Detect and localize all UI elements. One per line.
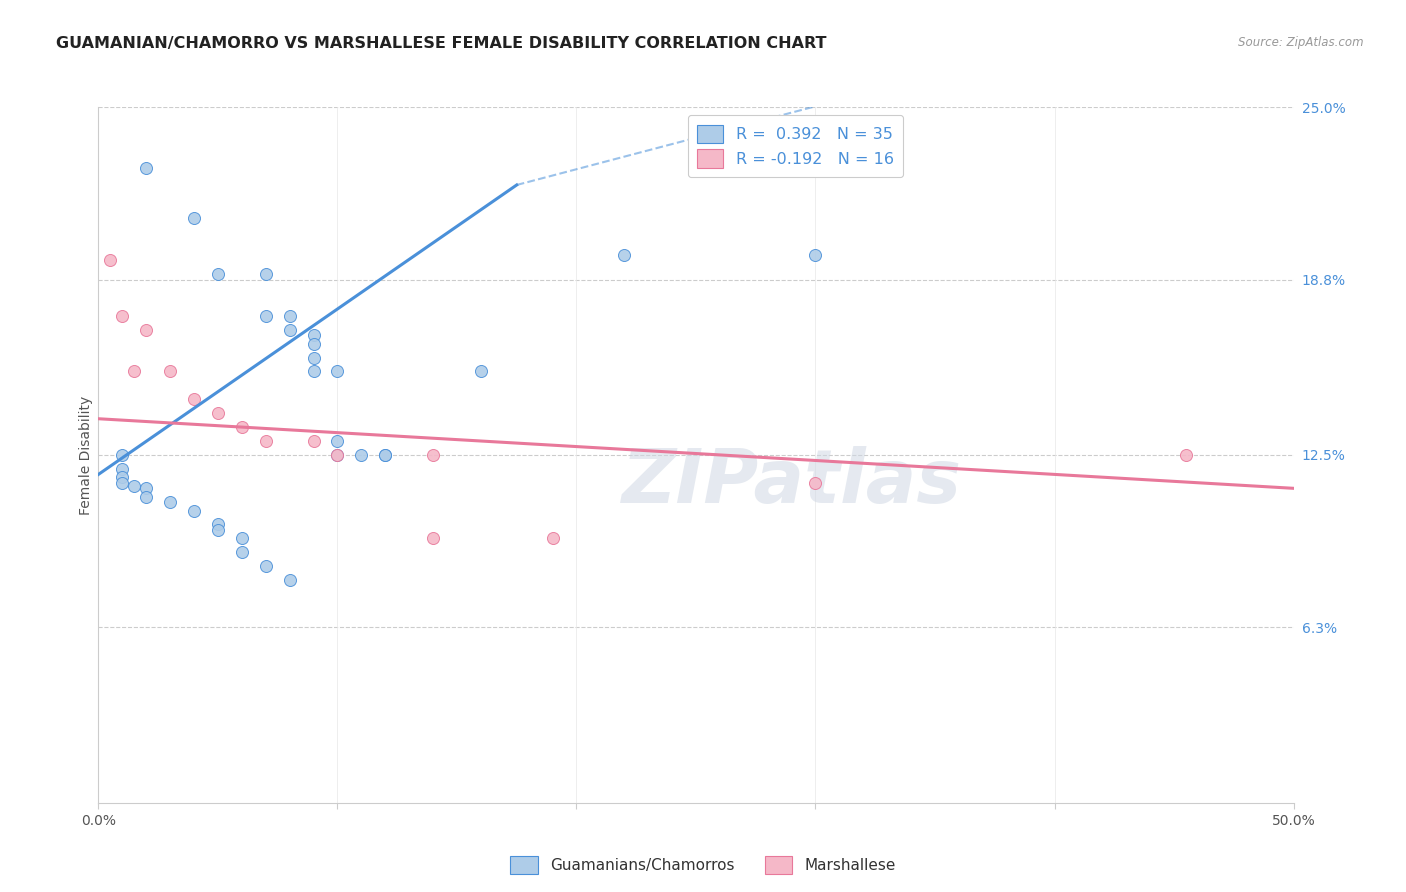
Point [207,267,229,281]
Point [207,517,229,532]
Point [124,364,146,378]
Text: ZIPatlas: ZIPatlas [621,446,962,519]
Point [302,351,325,365]
Point [98,253,122,268]
Legend: R =  0.392   N = 35, R = -0.192   N = 16: R = 0.392 N = 35, R = -0.192 N = 16 [688,115,903,178]
Point [374,448,396,462]
Point [278,573,301,587]
Point [159,495,181,509]
Point [302,434,325,448]
Y-axis label: Female Disability: Female Disability [79,395,93,515]
Point [302,364,325,378]
Point [804,475,827,490]
Point [231,532,253,546]
Text: Source: ZipAtlas.com: Source: ZipAtlas.com [1239,36,1364,49]
Point [124,478,146,492]
Point [207,523,229,537]
Point [111,475,134,490]
Point [374,448,396,462]
Point [111,462,134,476]
Text: GUAMANIAN/CHAMORRO VS MARSHALLESE FEMALE DISABILITY CORRELATION CHART: GUAMANIAN/CHAMORRO VS MARSHALLESE FEMALE… [56,36,827,51]
Point [183,211,205,226]
Point [111,309,134,323]
Point [254,434,277,448]
Point [804,247,827,261]
Point [135,490,157,504]
Point [326,364,349,378]
Point [470,364,492,378]
Point [541,532,564,546]
Point [183,503,205,517]
Point [326,434,349,448]
Legend: Guamanians/Chamorros, Marshallese: Guamanians/Chamorros, Marshallese [503,850,903,880]
Point [135,481,157,495]
Point [111,448,134,462]
Point [302,336,325,351]
Point [278,323,301,337]
Point [613,247,636,261]
Point [422,532,444,546]
Point [135,161,157,176]
Point [254,309,277,323]
Point [207,406,229,420]
Point [159,364,181,378]
Point [254,267,277,281]
Point [422,448,444,462]
Point [231,420,253,434]
Point [350,448,373,462]
Point [254,559,277,574]
Point [326,448,349,462]
Point [111,470,134,484]
Point [183,392,205,407]
Point [278,309,301,323]
Point [302,328,325,343]
Point [1175,448,1198,462]
Point [326,448,349,462]
Point [231,545,253,559]
Point [135,323,157,337]
